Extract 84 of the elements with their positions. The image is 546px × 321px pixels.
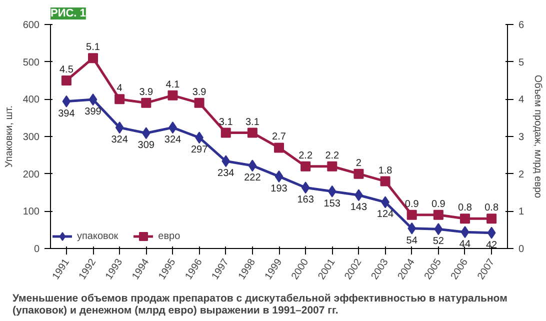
data-label: 3.9: [192, 86, 207, 98]
y-tick-label: 500: [22, 57, 40, 68]
point: [327, 161, 338, 172]
text: Уменьшение объемов продаж препаратов с дискутабельной эффективностью в натуральном (упаковок) и денежном (млрд евро) выражении в 1991–2007 гг.: [12, 292, 508, 316]
data-label: 309: [138, 140, 155, 152]
data-label: 0.9: [404, 198, 420, 210]
point: [354, 168, 364, 179]
point: [115, 122, 124, 134]
data-label: 0.8: [458, 202, 472, 214]
y-tick-label: 0: [34, 244, 40, 255]
y2-tick-label: 1: [518, 206, 524, 218]
y-tick-label: 100: [22, 206, 40, 218]
data-label: 2: [356, 158, 362, 169]
point: [486, 214, 497, 224]
point: [434, 223, 443, 236]
point: [88, 53, 98, 64]
data-label: 193: [270, 183, 288, 194]
point: [274, 170, 284, 182]
chart-title: РИС. 1: [50, 8, 86, 20]
point: [328, 185, 336, 198]
point: [460, 226, 470, 238]
y2-tick-label: 5: [518, 57, 524, 68]
point: [433, 210, 444, 220]
y-tick-label: 600: [22, 20, 40, 31]
data-label: 153: [324, 198, 341, 210]
point: [300, 161, 311, 172]
data-label: 0.9: [431, 198, 446, 210]
point: [62, 95, 71, 108]
data-label: 2.2: [325, 150, 340, 162]
point: [487, 226, 496, 239]
y2-tick-label: 0: [518, 244, 524, 255]
data-label: 163: [297, 194, 314, 206]
data-label: 222: [244, 172, 262, 184]
data-label: 3.9: [139, 86, 154, 98]
data-label: 143: [350, 202, 368, 214]
data-label: 52: [432, 236, 444, 248]
data-label: 0.8: [484, 202, 499, 214]
y2-tick-label: 6: [518, 20, 524, 31]
y2-axis-title: Объем продаж, млрд евро: [532, 74, 544, 199]
data-label: 2.2: [298, 150, 313, 162]
point: [142, 127, 150, 140]
data-label: 42: [486, 240, 498, 251]
point: [168, 90, 178, 100]
data-label: 234: [218, 168, 235, 180]
data-label: 3.1: [218, 116, 234, 128]
point: [220, 128, 231, 138]
y2-tick-label: 3: [518, 132, 524, 143]
point: [61, 76, 72, 86]
y-tick-label: 400: [22, 94, 40, 106]
data-label: 4: [116, 83, 123, 94]
point: [141, 98, 152, 108]
data-label: 399: [84, 106, 102, 118]
legend-label: евро: [158, 230, 180, 242]
data-label: 324: [164, 134, 182, 146]
data-label: 2.7: [272, 132, 286, 143]
data-label: 324: [111, 134, 128, 146]
y-tick-label: 300: [22, 132, 40, 143]
point: [194, 98, 204, 108]
data-label: 3.1: [245, 116, 260, 128]
y-tick-label: 200: [22, 169, 40, 180]
data-label: 5.1: [86, 42, 100, 54]
point: [247, 128, 258, 138]
data-label: 394: [58, 108, 76, 120]
point: [248, 160, 257, 172]
data-label: 124: [376, 209, 394, 220]
y-axis-title: Упаковки, шт.: [4, 105, 15, 168]
legend-label: упаковок: [77, 230, 118, 242]
point: [114, 94, 125, 104]
point: [222, 155, 230, 168]
data-label: 44: [459, 239, 471, 250]
point: [301, 182, 310, 194]
y2-tick-label: 4: [518, 94, 524, 106]
point: [380, 176, 390, 186]
data-label: 4.5: [59, 64, 74, 76]
y2-tick-label: 2: [518, 169, 524, 180]
point: [460, 214, 470, 224]
data-label: 54: [406, 235, 418, 246]
point: [406, 210, 417, 220]
point: [408, 222, 416, 234]
data-label: 4.1: [166, 79, 180, 90]
data-label: 1.8: [378, 165, 393, 176]
data-label: 297: [190, 144, 208, 156]
point: [88, 94, 98, 106]
point: [274, 142, 284, 153]
